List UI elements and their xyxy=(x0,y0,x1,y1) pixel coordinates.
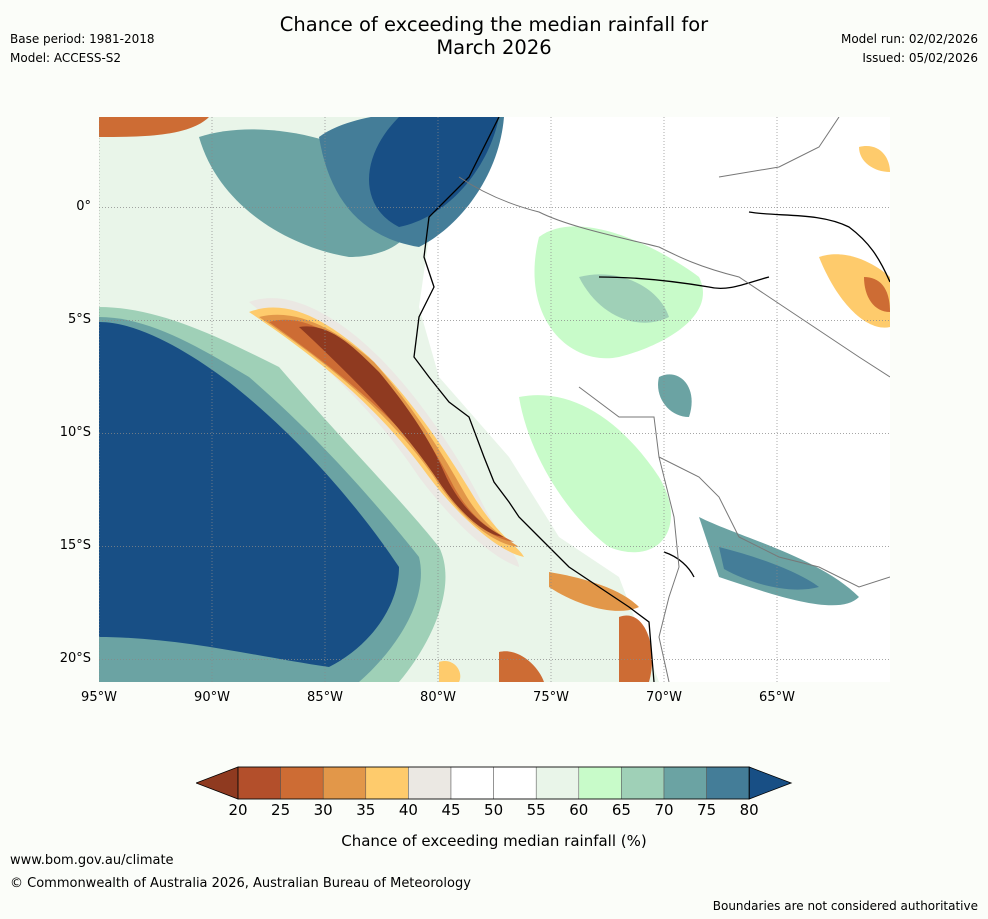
land-mid-green-region xyxy=(579,274,669,323)
country-border-northeast xyxy=(718,117,840,178)
longitude-label: 75°W xyxy=(533,690,569,705)
longitude-label: 90°W xyxy=(194,690,230,705)
colorbar-tick-label: 60 xyxy=(569,801,589,819)
longitude-label: 95°W xyxy=(81,690,117,705)
disclaimer-text: Boundaries are not considered authoritat… xyxy=(712,899,978,913)
colorbar-lower-extend xyxy=(196,766,239,800)
colorbar-cell xyxy=(535,766,580,800)
colorbar-tick-label: 65 xyxy=(611,801,631,819)
website-text: www.bom.gov.au/climate xyxy=(10,853,174,868)
amazon-river xyxy=(748,211,890,283)
coastline xyxy=(413,117,655,682)
colorbar-cell xyxy=(365,766,409,800)
east-dry-pocket xyxy=(819,254,890,328)
latitude-label: 20°S xyxy=(59,651,91,667)
land-small-teal-region xyxy=(658,374,692,417)
colorbar-tick-label: 40 xyxy=(398,801,418,819)
colorbar-tick-label: 25 xyxy=(271,801,291,819)
colorbar-tick-label: 55 xyxy=(526,801,546,819)
model-run-text: Model run: 02/02/2026 xyxy=(840,32,978,46)
title-line-2: March 2026 xyxy=(436,36,552,59)
south-coast-dry-pocket xyxy=(619,615,653,682)
country-border-south xyxy=(658,456,680,682)
land-blue-region xyxy=(719,547,819,590)
colorbar-title: Chance of exceeding median rainfall (%) xyxy=(341,832,647,850)
colorbar-cell xyxy=(621,766,665,800)
land-green-region-south xyxy=(519,395,671,553)
map-gridlines xyxy=(99,117,890,682)
colorbar-cell xyxy=(578,766,622,800)
colorbar-cell xyxy=(706,766,750,800)
far-south-dry-pocket xyxy=(499,651,544,682)
latitude-label: 10°S xyxy=(59,425,91,441)
coastal-dark-brown-core xyxy=(299,326,504,537)
model-name-text: Model: ACCESS-S2 xyxy=(10,51,122,65)
colorbar-cell xyxy=(280,766,324,800)
longitude-label: 70°W xyxy=(646,690,682,705)
colorbar-cell xyxy=(450,766,494,800)
rainfall-probability-map xyxy=(99,117,890,682)
colorbar-tick-label: 45 xyxy=(441,801,461,819)
lake-titicaca xyxy=(663,551,695,578)
country-border-north xyxy=(458,176,890,378)
longitude-label: 65°W xyxy=(759,690,795,705)
latitude-label: 0° xyxy=(76,199,91,215)
colorbar-tick-label: 75 xyxy=(697,801,717,819)
colorbar-outline xyxy=(237,766,750,800)
colorbar-cell xyxy=(663,766,707,800)
southwest-dry-pocket xyxy=(439,661,461,682)
east-dry-core xyxy=(864,277,890,312)
ocean-dark-blue-area xyxy=(99,322,399,667)
northeast-dry-pocket xyxy=(859,146,890,172)
colorbar-tick-label: 35 xyxy=(356,801,376,819)
longitude-label: 80°W xyxy=(420,690,456,705)
colorbar-tick-label: 20 xyxy=(228,801,248,819)
page-title: Chance of exceeding the median rainfall … xyxy=(0,13,988,59)
colorbar xyxy=(196,766,793,800)
colorbar-tick-label: 30 xyxy=(313,801,333,819)
colorbar-cell xyxy=(237,766,281,800)
colorbar-upper-extend xyxy=(748,766,793,800)
land-teal-region xyxy=(699,517,859,606)
north-ocean-dark-blue-area xyxy=(369,117,499,227)
country-border-central xyxy=(578,386,890,588)
southern-dry-pocket xyxy=(549,572,639,611)
latitude-label: 15°S xyxy=(59,538,91,554)
latitude-label: 5°S xyxy=(67,312,91,328)
colorbar-tick-label: 50 xyxy=(484,801,504,819)
issued-date-text: Issued: 05/02/2026 xyxy=(862,51,978,65)
copyright-text: © Commonwealth of Australia 2026, Austra… xyxy=(10,876,471,891)
longitude-label: 85°W xyxy=(307,690,343,705)
colorbar-cell xyxy=(322,766,367,800)
north-west-low-chance-area xyxy=(99,117,209,137)
colorbar-cell xyxy=(493,766,537,800)
colorbar-cell xyxy=(408,766,452,800)
base-period-text: Base period: 1981-2018 xyxy=(10,32,155,46)
coastal-burnt-orange-band xyxy=(269,319,514,542)
title-line-1: Chance of exceeding the median rainfall … xyxy=(279,13,709,36)
colorbar-tick-label: 70 xyxy=(654,801,674,819)
colorbar-tick-label: 80 xyxy=(739,801,759,819)
